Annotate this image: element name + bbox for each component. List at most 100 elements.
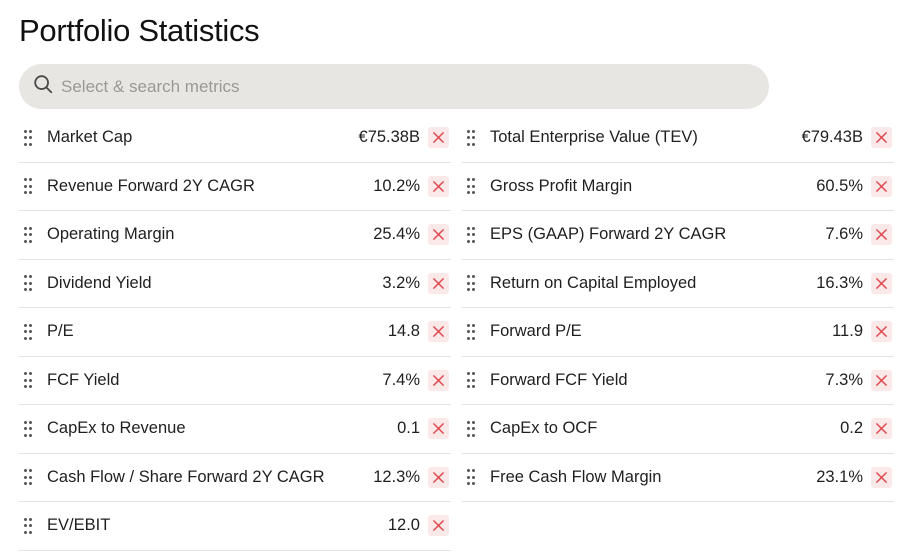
metric-label: Revenue Forward 2Y CAGR — [47, 176, 255, 195]
close-icon — [433, 471, 444, 483]
metric-label: CapEx to Revenue — [47, 419, 186, 438]
remove-metric-button[interactable] — [871, 127, 892, 149]
metric-value: 7.3% — [825, 370, 863, 389]
metric-label: CapEx to OCF — [490, 419, 598, 438]
drag-handle-icon[interactable] — [24, 372, 34, 389]
metric-label: EV/EBIT — [47, 516, 111, 535]
close-icon — [876, 132, 887, 144]
close-icon — [433, 132, 444, 144]
remove-metric-button[interactable] — [428, 321, 449, 343]
remove-metric-button[interactable] — [428, 466, 449, 488]
remove-metric-button[interactable] — [871, 272, 892, 294]
metric-row-fcf-yield: FCF Yield 7.4% — [19, 357, 451, 405]
drag-handle-icon[interactable] — [467, 323, 477, 340]
metric-row-tev: Total Enterprise Value (TEV) €79.43B — [462, 114, 894, 163]
close-icon — [433, 277, 444, 289]
metric-label: FCF Yield — [47, 370, 120, 389]
metric-label: EPS (GAAP) Forward 2Y CAGR — [490, 225, 727, 244]
remove-metric-button[interactable] — [428, 175, 449, 197]
metric-label: Market Cap — [47, 128, 133, 147]
remove-metric-button[interactable] — [428, 418, 449, 440]
metric-row-eps-cagr: EPS (GAAP) Forward 2Y CAGR 7.6% — [462, 211, 894, 260]
metrics-grid: Market Cap €75.38B Total Enterprise Valu… — [19, 114, 894, 551]
drag-handle-icon[interactable] — [467, 129, 477, 146]
metric-search[interactable] — [19, 64, 769, 109]
close-icon — [876, 180, 887, 192]
close-icon — [876, 423, 887, 435]
drag-handle-icon[interactable] — [467, 420, 477, 437]
close-icon — [876, 277, 887, 289]
metric-value: 25.4% — [373, 225, 420, 244]
drag-handle-icon[interactable] — [467, 372, 477, 389]
metric-label: Free Cash Flow Margin — [490, 467, 662, 486]
close-icon — [433, 326, 444, 338]
metric-value: 23.1% — [816, 467, 863, 486]
metric-row-market-cap: Market Cap €75.38B — [19, 114, 451, 163]
drag-handle-icon[interactable] — [24, 178, 34, 195]
metric-value: 0.2 — [840, 419, 863, 438]
drag-handle-icon[interactable] — [467, 178, 477, 195]
metric-row-cfps-cagr: Cash Flow / Share Forward 2Y CAGR 12.3% — [19, 454, 451, 502]
page-title: Portfolio Statistics — [19, 13, 260, 48]
metric-label: P/E — [47, 322, 74, 341]
metric-value: 10.2% — [373, 176, 420, 195]
metric-label: Gross Profit Margin — [490, 176, 633, 195]
drag-handle-icon[interactable] — [24, 129, 34, 146]
metric-row-revenue-cagr: Revenue Forward 2Y CAGR 10.2% — [19, 163, 451, 211]
metric-value: 12.0 — [387, 516, 420, 535]
search-input[interactable] — [61, 76, 721, 97]
metric-label: Return on Capital Employed — [490, 273, 697, 292]
metric-label: Cash Flow / Share Forward 2Y CAGR — [47, 467, 325, 486]
metric-value: 0.1 — [397, 419, 420, 438]
metric-label: Dividend Yield — [47, 273, 152, 292]
metric-value: 12.3% — [373, 467, 420, 486]
metric-label: Operating Margin — [47, 225, 175, 244]
remove-metric-button[interactable] — [871, 369, 892, 391]
metric-value: 60.5% — [816, 176, 863, 195]
metric-row-gross-profit-margin: Gross Profit Margin 60.5% — [462, 163, 894, 211]
metric-row-pe: P/E 14.8 — [19, 308, 451, 357]
metric-value: 11.9 — [832, 322, 863, 341]
metric-row-forward-fcf-yield: Forward FCF Yield 7.3% — [462, 357, 894, 405]
remove-metric-button[interactable] — [871, 224, 892, 246]
drag-handle-icon[interactable] — [467, 275, 477, 292]
metric-value: €79.43B — [801, 128, 863, 147]
close-icon — [876, 374, 887, 386]
drag-handle-icon[interactable] — [24, 469, 34, 486]
metric-value: €75.38B — [358, 128, 420, 147]
drag-handle-icon[interactable] — [24, 275, 34, 292]
remove-metric-button[interactable] — [428, 369, 449, 391]
close-icon — [876, 229, 887, 241]
remove-metric-button[interactable] — [871, 321, 892, 343]
metric-value: 3.2% — [382, 273, 420, 292]
close-icon — [433, 423, 444, 435]
remove-metric-button[interactable] — [428, 272, 449, 294]
close-icon — [876, 326, 887, 338]
drag-handle-icon[interactable] — [467, 469, 477, 486]
drag-handle-icon[interactable] — [24, 226, 34, 243]
metric-row-roce: Return on Capital Employed 16.3% — [462, 260, 894, 308]
remove-metric-button[interactable] — [428, 515, 449, 537]
metric-row-capex-to-revenue: CapEx to Revenue 0.1 — [19, 405, 451, 454]
close-icon — [433, 229, 444, 241]
metric-value: 16.3% — [816, 273, 863, 292]
drag-handle-icon[interactable] — [24, 420, 34, 437]
remove-metric-button[interactable] — [428, 127, 449, 149]
search-icon — [32, 73, 54, 100]
close-icon — [876, 471, 887, 483]
metric-row-capex-to-ocf: CapEx to OCF 0.2 — [462, 405, 894, 454]
metric-value: 7.6% — [825, 225, 863, 244]
close-icon — [433, 180, 444, 192]
metric-row-fcf-margin: Free Cash Flow Margin 23.1% — [462, 454, 894, 502]
drag-handle-icon[interactable] — [24, 517, 34, 534]
metric-label: Forward FCF Yield — [490, 370, 628, 389]
metric-row-operating-margin: Operating Margin 25.4% — [19, 211, 451, 260]
drag-handle-icon[interactable] — [467, 226, 477, 243]
drag-handle-icon[interactable] — [24, 323, 34, 340]
remove-metric-button[interactable] — [871, 466, 892, 488]
remove-metric-button[interactable] — [871, 175, 892, 197]
metric-row-dividend-yield: Dividend Yield 3.2% — [19, 260, 451, 308]
remove-metric-button[interactable] — [428, 224, 449, 246]
remove-metric-button[interactable] — [871, 418, 892, 440]
metric-row-ev-ebit: EV/EBIT 12.0 — [19, 502, 451, 551]
